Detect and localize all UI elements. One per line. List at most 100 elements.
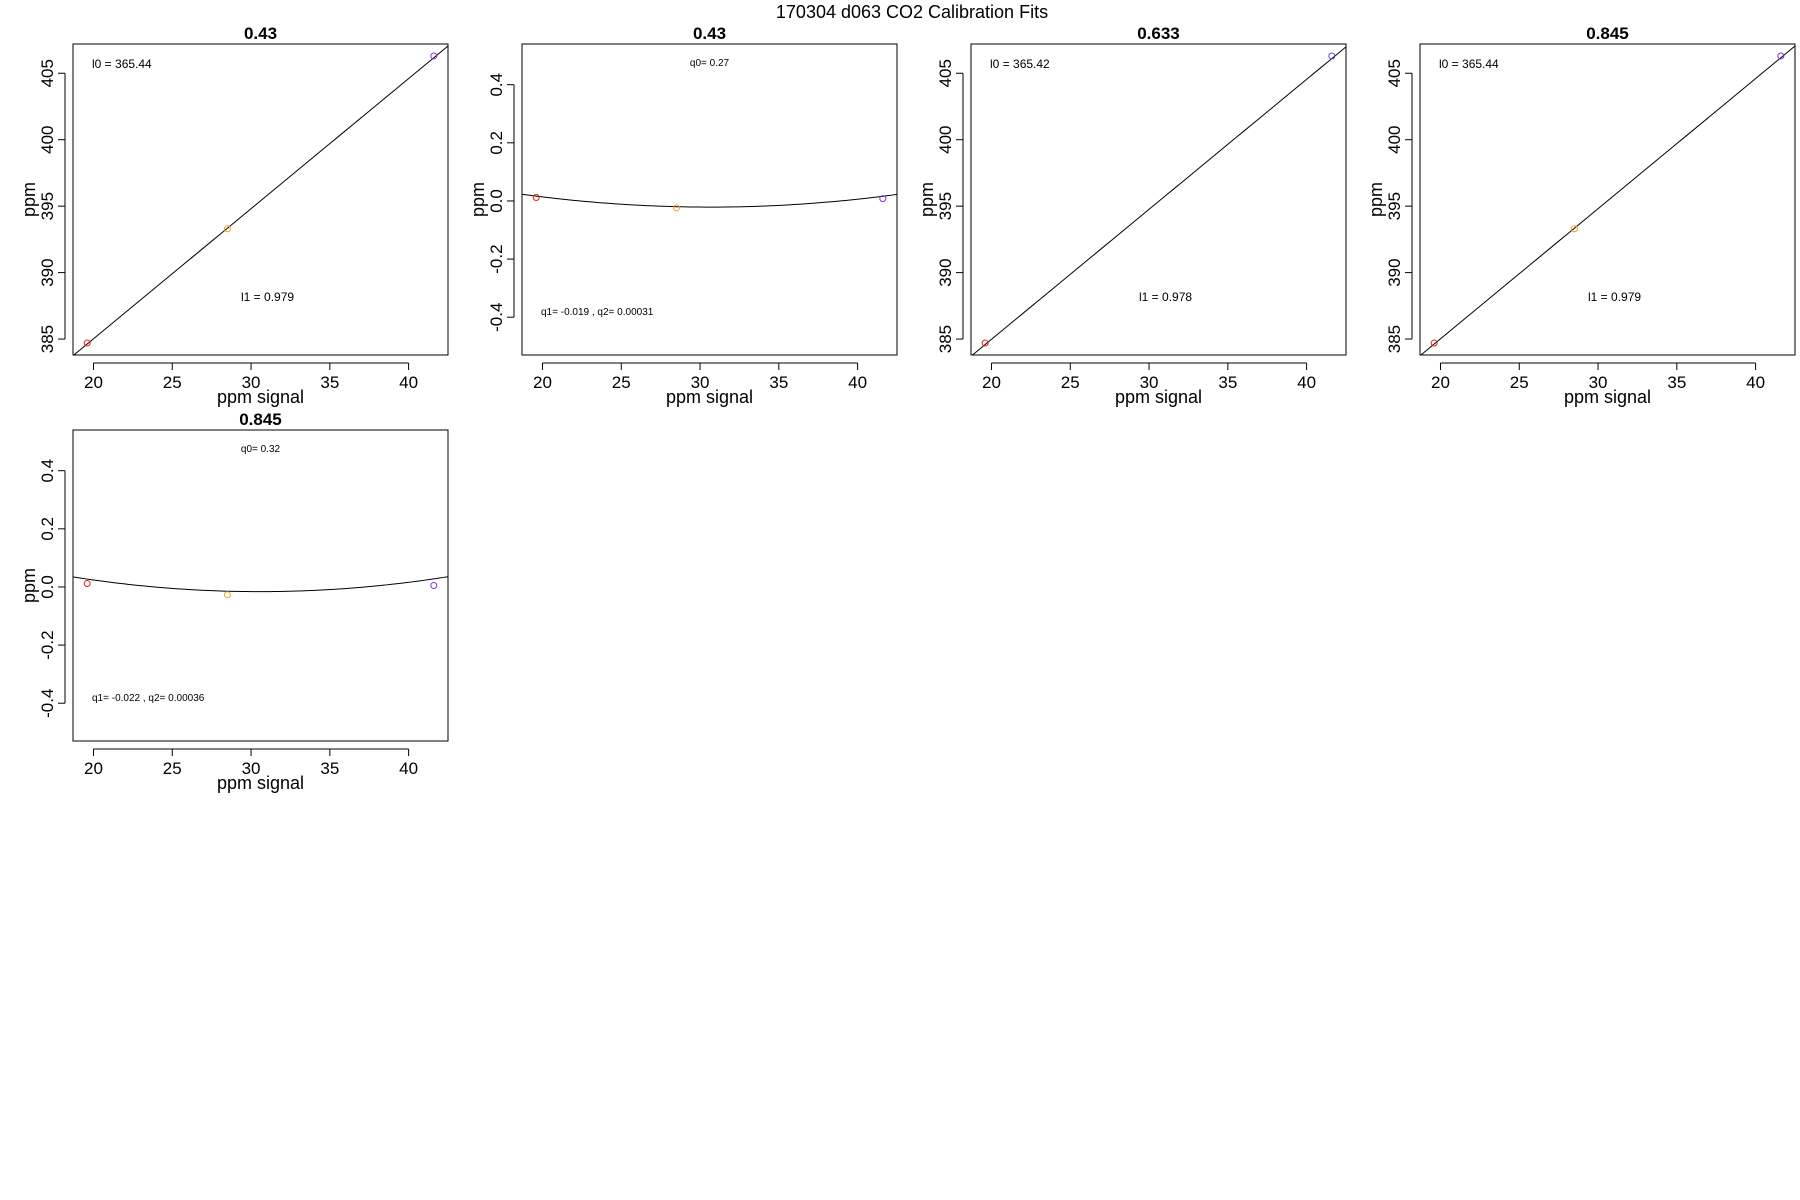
x-tick-label: 40	[1746, 373, 1765, 392]
y-tick-label: 395	[936, 192, 955, 220]
data-point	[223, 225, 231, 233]
data-point	[223, 591, 231, 599]
plot-frame	[521, 43, 898, 356]
plot-frame	[72, 43, 449, 356]
y-tick-label: -0.4	[38, 689, 57, 718]
coefficient-annotation: l0 = 365.42	[990, 57, 1050, 71]
x-tick-label: 20	[1431, 373, 1450, 392]
panel-title: 0.845	[239, 410, 282, 429]
data-point	[1430, 339, 1438, 347]
y-tick-label: -0.2	[487, 244, 506, 273]
y-tick-label: 390	[936, 258, 955, 286]
coefficient-annotation: l0 = 365.44	[1439, 57, 1499, 71]
x-tick-label: 35	[1667, 373, 1686, 392]
plot-frame	[1419, 43, 1796, 356]
y-tick-label: 0.0	[38, 575, 57, 599]
fit-line	[73, 576, 448, 593]
figure-title: 170304 d063 CO2 Calibration Fits	[776, 2, 1048, 22]
y-tick-label: 0.4	[487, 73, 506, 97]
data-point	[83, 579, 91, 587]
plot-frame	[72, 429, 449, 742]
y-tick-label: 390	[38, 258, 57, 286]
y-tick-label: 405	[936, 59, 955, 87]
data-point	[981, 339, 989, 347]
y-tick-label: -0.4	[487, 303, 506, 332]
x-tick-label: 30	[691, 373, 710, 392]
x-tick-label: 30	[1140, 373, 1159, 392]
y-axis-label: ppm	[468, 182, 488, 217]
panel-title: 0.845	[1586, 24, 1629, 43]
y-tick-label: 405	[38, 59, 57, 87]
x-tick-label: 35	[769, 373, 788, 392]
y-tick-label: 385	[38, 325, 57, 353]
data-point	[430, 52, 438, 60]
y-tick-label: 395	[1385, 192, 1404, 220]
y-axis-label: ppm	[1366, 182, 1386, 217]
x-tick-label: 40	[1297, 373, 1316, 392]
coefficient-annotation: l1 = 0.978	[1139, 290, 1192, 304]
y-axis-label: ppm	[19, 182, 39, 217]
panel-title: 0.43	[693, 24, 726, 43]
panels-group: 0.43 20 25 30 35 40 ppm signal 385 390 395 400 405 p…	[19, 24, 1796, 793]
y-axis-label: ppm	[917, 182, 937, 217]
fit-line	[971, 46, 1346, 355]
coefficient-annotation: q0= 0.32	[241, 444, 281, 455]
y-tick-label: 390	[1385, 258, 1404, 286]
x-axis-label: ppm signal	[217, 387, 304, 407]
x-tick-label: 25	[1061, 373, 1080, 392]
fit-line	[522, 193, 897, 208]
x-tick-label: 40	[399, 759, 418, 778]
y-tick-label: 395	[38, 192, 57, 220]
panel-2: 0.43 20 25 30 35 40 ppm signal -0.4 -0.2 0.0 0.2 0.…	[468, 24, 898, 407]
fit-line	[73, 45, 448, 355]
x-tick-label: 30	[242, 373, 261, 392]
panel-title: 0.43	[244, 24, 277, 43]
y-axis-label: ppm	[19, 568, 39, 603]
x-tick-label: 35	[320, 759, 339, 778]
data-point	[672, 204, 680, 212]
x-axis-label: ppm signal	[1115, 387, 1202, 407]
y-tick-label: 400	[38, 126, 57, 154]
data-point	[83, 339, 91, 347]
y-tick-label: 385	[936, 325, 955, 353]
x-tick-label: 30	[1589, 373, 1608, 392]
panel-title: 0.633	[1137, 24, 1180, 43]
x-tick-label: 25	[163, 759, 182, 778]
y-tick-label: 405	[1385, 59, 1404, 87]
x-tick-label: 40	[848, 373, 867, 392]
plot-frame	[970, 43, 1347, 356]
x-axis-label: ppm signal	[666, 387, 753, 407]
y-tick-label: 0.0	[487, 189, 506, 213]
x-tick-label: 25	[1510, 373, 1529, 392]
x-tick-label: 35	[320, 373, 339, 392]
x-tick-label: 20	[533, 373, 552, 392]
x-tick-label: 25	[163, 373, 182, 392]
data-point	[1777, 52, 1785, 60]
panel-5: 0.845 20 25 30 35 40 ppm signal -0.4 -0.2 0.0 0.2 0…	[19, 410, 449, 793]
y-tick-label: 0.2	[38, 517, 57, 541]
data-point	[1328, 52, 1336, 60]
y-tick-label: 0.2	[487, 131, 506, 155]
panel-4: 0.845 20 25 30 35 40 ppm signal 385 390 395 400 405…	[1366, 24, 1796, 407]
coefficient-annotation: q1= -0.022 , q2= 0.00036	[92, 693, 205, 704]
data-point	[532, 193, 540, 201]
x-tick-label: 25	[612, 373, 631, 392]
y-tick-label: 0.4	[38, 459, 57, 483]
x-tick-label: 20	[982, 373, 1001, 392]
x-tick-label: 20	[84, 759, 103, 778]
coefficient-annotation: l1 = 0.979	[1588, 290, 1641, 304]
x-tick-label: 20	[84, 373, 103, 392]
coefficient-annotation: q1= -0.019 , q2= 0.00031	[541, 307, 654, 318]
y-tick-label: 385	[1385, 325, 1404, 353]
y-tick-label: -0.2	[38, 630, 57, 659]
x-tick-label: 35	[1218, 373, 1237, 392]
data-point	[1570, 225, 1578, 233]
x-axis-label: ppm signal	[217, 773, 304, 793]
coefficient-annotation: q0= 0.27	[690, 58, 730, 69]
panel-3: 0.633 20 25 30 35 40 ppm signal 385 390 395 400 405…	[917, 24, 1347, 407]
y-tick-label: 400	[936, 126, 955, 154]
data-point	[879, 195, 887, 203]
x-tick-label: 40	[399, 373, 418, 392]
x-tick-label: 30	[242, 759, 261, 778]
